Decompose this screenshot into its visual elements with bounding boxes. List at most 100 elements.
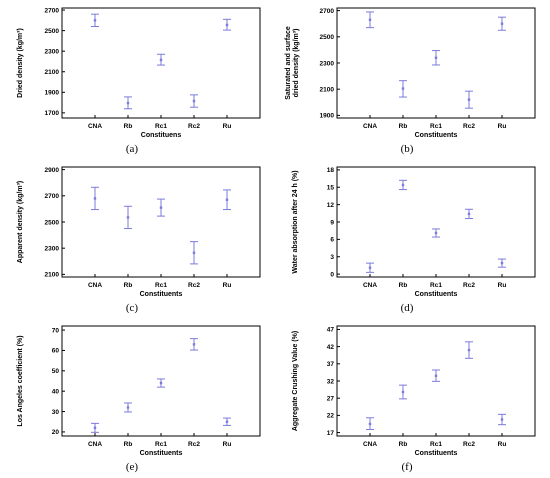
- y-tick-label: 60: [52, 348, 60, 355]
- x-tick-label-cna: CNA: [88, 441, 102, 448]
- x-tick-label-rc2: Rc2: [463, 282, 475, 289]
- mean-point-cna: [93, 19, 97, 22]
- y-tick-label: 2500: [45, 219, 60, 226]
- x-tick-label-cna: CNA: [363, 441, 377, 448]
- y-tick-label: 9: [330, 219, 334, 226]
- plot-frame: [61, 166, 261, 278]
- x-axis-label: Constituents: [415, 450, 458, 457]
- x-tick-label-ru: Ru: [498, 282, 507, 289]
- y-tick-label: 70: [52, 327, 60, 334]
- chart-d: 0 3 6 9 12 15 18 CNA Rb Rc1 Rc2 Ru Constituents Water…: [292, 166, 536, 314]
- mean-point-rc1: [434, 374, 438, 378]
- mean-point-rc1: [159, 58, 163, 62]
- y-tick-label: 20: [52, 429, 60, 436]
- y-tick-label: 0: [330, 271, 334, 278]
- y-tick-label: 2900: [45, 167, 60, 174]
- y-tick-label: 2500: [320, 34, 335, 41]
- panel-caption-c: (c): [126, 302, 139, 314]
- mean-point-ru: [225, 420, 229, 423]
- mean-point-rc2: [467, 212, 471, 216]
- mean-point-rc1: [159, 381, 163, 385]
- mean-point-rc1: [434, 231, 438, 235]
- y-tick-label: 2300: [45, 48, 60, 55]
- y-tick-label: 2700: [45, 7, 60, 14]
- mean-point-rb: [126, 406, 130, 409]
- x-tick-label-rb: Rb: [399, 441, 408, 448]
- y-tick-label: 1900: [320, 113, 335, 120]
- chart-c: 2100 2300 2500 2700 2900 CNA Rb Rc1 Rc2 Ru Constit…: [17, 166, 261, 314]
- mean-point-cna: [368, 422, 372, 426]
- panel-d: 0 3 6 9 12 15 18 CNA Rb Rc1 Rc2 Ru Constituents Water…: [275, 159, 550, 318]
- x-tick-label-rc2: Rc2: [188, 441, 200, 448]
- y-tick-label: 1700: [45, 110, 60, 117]
- y-tick-label: 2100: [320, 86, 335, 93]
- mean-point-rc1: [434, 56, 438, 59]
- x-tick-label-rb: Rb: [124, 282, 133, 289]
- y-tick-label: 50: [52, 368, 60, 375]
- panel-f: 17 22 27 32 37 42 47 CNA Rb Rc1 Rc2 Ru Constituents A…: [275, 318, 550, 477]
- x-tick-label-ru: Ru: [498, 123, 507, 130]
- x-axis-label: Constituents: [415, 291, 458, 298]
- chart-f: 17 22 27 32 37 42 47 CNA Rb Rc1 Rc2 Ru Constituents A…: [292, 325, 536, 473]
- panel-b: 1900 2100 2300 2500 2700 CNA Rb Rc1 Rc2 Ru Constit…: [275, 0, 550, 159]
- mean-point-cna: [368, 18, 372, 21]
- y-tick-label: 40: [52, 388, 60, 395]
- chart-b: 1900 2100 2300 2500 2700 CNA Rb Rc1 Rc2 Ru Constit…: [285, 7, 536, 155]
- mean-point-ru: [500, 22, 504, 25]
- panel-caption-d: (d): [401, 302, 414, 314]
- mean-point-rb: [401, 87, 405, 90]
- mean-point-rc2: [467, 98, 471, 101]
- x-tick-label-cna: CNA: [363, 123, 377, 130]
- y-tick-label: 2700: [45, 193, 60, 200]
- y-axis-label: Dried density (kg/m³): [17, 28, 24, 98]
- x-tick-label-rc1: Rc1: [430, 123, 442, 130]
- y-axis-label: Los Angeles coefficient (%): [17, 335, 24, 426]
- x-tick-label-ru: Ru: [498, 441, 507, 448]
- x-tick-label-ru: Ru: [223, 441, 232, 448]
- plot-frame: [336, 166, 536, 278]
- y-tick-label: 2700: [320, 8, 335, 15]
- y-tick-label: 15: [327, 185, 335, 192]
- mean-point-cna: [93, 426, 97, 430]
- y-tick-label: 42: [327, 344, 335, 351]
- y-tick-label: 1900: [45, 90, 60, 97]
- mean-point-rb: [126, 101, 130, 105]
- x-tick-label-rc1: Rc1: [155, 123, 167, 130]
- chart-a: 1700 1900 2100 2300 2500 2700 CNA Rb Rc1 Rc2 Ru Con…: [17, 7, 261, 155]
- mean-point-rc1: [159, 206, 163, 209]
- y-tick-label: 2100: [45, 272, 60, 279]
- y-tick-label: 2300: [320, 60, 335, 67]
- y-axis-label: Saturated and surfacedried density (kg/m…: [285, 26, 300, 100]
- y-tick-label: 2300: [45, 245, 60, 252]
- x-tick-label-rc2: Rc2: [463, 123, 475, 130]
- y-axis-label: Apparent density (kg/m³): [17, 181, 24, 263]
- mean-point-cna: [93, 197, 97, 200]
- panel-caption-f: (f): [402, 461, 413, 473]
- mean-point-ru: [225, 23, 229, 27]
- y-tick-label: 47: [327, 327, 335, 334]
- mean-point-rc2: [467, 348, 471, 352]
- chart-e: 20 30 40 50 60 70 CNA Rb Rc1 Rc2 Ru Constituents Los…: [17, 325, 261, 473]
- mean-point-ru: [500, 418, 504, 421]
- mean-point-rc2: [192, 251, 196, 254]
- y-tick-label: 18: [327, 167, 335, 174]
- y-tick-label: 37: [327, 361, 335, 368]
- x-tick-label-rb: Rb: [399, 123, 408, 130]
- x-tick-label-rb: Rb: [399, 282, 408, 289]
- y-tick-label: 2100: [45, 69, 60, 76]
- x-axis-label: Constituents: [415, 132, 458, 139]
- x-tick-label-rc1: Rc1: [155, 282, 167, 289]
- panel-a: 1700 1900 2100 2300 2500 2700 CNA Rb Rc1 Rc2 Ru Con…: [0, 0, 275, 159]
- x-tick-label-rc2: Rc2: [188, 123, 200, 130]
- x-tick-label-rc2: Rc2: [188, 282, 200, 289]
- x-tick-label-rc1: Rc1: [430, 441, 442, 448]
- panel-c: 2100 2300 2500 2700 2900 CNA Rb Rc1 Rc2 Ru Constit…: [0, 159, 275, 318]
- x-tick-label-rc1: Rc1: [430, 282, 442, 289]
- x-axis-label: Constituents: [140, 291, 183, 298]
- x-tick-label-cna: CNA: [88, 282, 102, 289]
- y-tick-label: 27: [327, 395, 335, 402]
- y-tick-label: 6: [330, 237, 334, 244]
- x-tick-label-rc2: Rc2: [463, 441, 475, 448]
- x-tick-label-rc1: Rc1: [155, 441, 167, 448]
